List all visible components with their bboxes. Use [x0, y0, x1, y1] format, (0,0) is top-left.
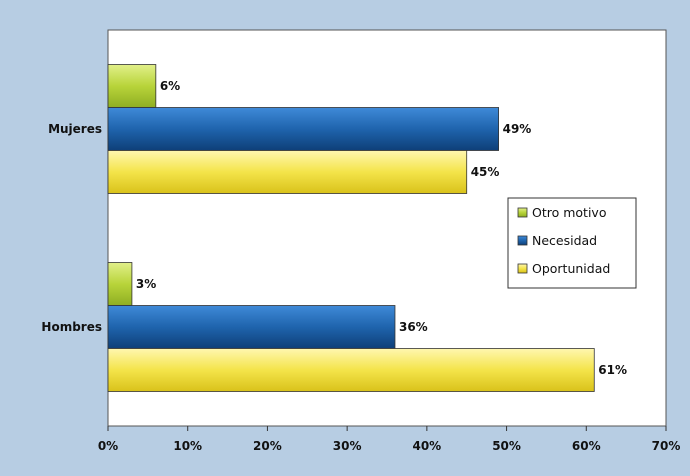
- data-labels: 6% 49% 45% 3% 36% 61%: [136, 79, 627, 377]
- legend-label: Oportunidad: [532, 261, 610, 276]
- data-label: 3%: [136, 277, 156, 291]
- data-label: 45%: [471, 165, 500, 179]
- bar-mujeres-1: [107, 107, 500, 151]
- legend-label: Necesidad: [532, 233, 597, 248]
- bar-hombres-0: [107, 262, 133, 306]
- category-label: Mujeres: [48, 122, 102, 136]
- bar-mujeres-0: [107, 64, 157, 108]
- data-label: 49%: [503, 122, 532, 136]
- x-tick-label: 10%: [173, 439, 202, 453]
- bar-hombres-2: [107, 348, 595, 392]
- legend-swatch: [517, 263, 528, 274]
- bar-mujeres-2: [107, 150, 468, 194]
- data-label: 61%: [598, 363, 627, 377]
- x-axis: 0% 10% 20% 30% 40% 50% 60% 70%: [98, 426, 681, 453]
- legend: Otro motivo Necesidad Oportunidad: [507, 197, 637, 289]
- x-tick-label: 50%: [492, 439, 521, 453]
- x-tick-label: 60%: [572, 439, 601, 453]
- x-tick-label: 40%: [412, 439, 441, 453]
- x-tick-label: 20%: [253, 439, 282, 453]
- x-tick-label: 0%: [98, 439, 118, 453]
- x-tick-label: 30%: [333, 439, 362, 453]
- legend-swatch: [517, 207, 528, 218]
- data-label: 6%: [160, 79, 180, 93]
- x-tick-label: 70%: [652, 439, 681, 453]
- bars: [107, 64, 595, 392]
- legend-swatch: [517, 235, 528, 246]
- bar-hombres-1: [107, 305, 396, 349]
- category-label: Hombres: [41, 320, 102, 334]
- legend-label: Otro motivo: [532, 205, 606, 220]
- data-label: 36%: [399, 320, 428, 334]
- legend-box: [507, 197, 637, 289]
- category-labels: Mujeres Hombres: [41, 122, 102, 334]
